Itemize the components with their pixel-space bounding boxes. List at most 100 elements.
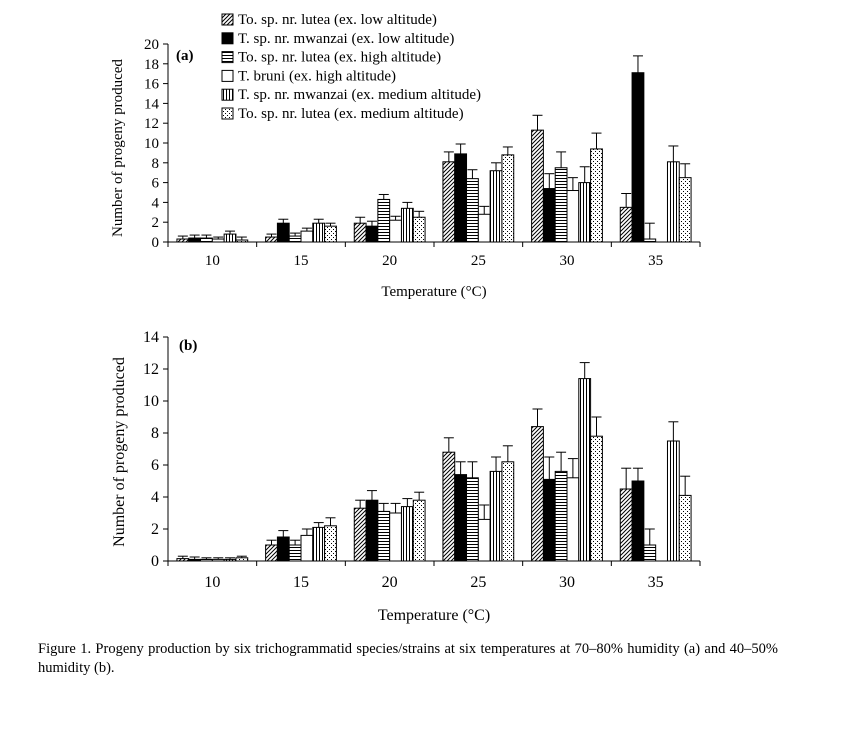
bar xyxy=(666,161,680,243)
y-tick-label: 20 xyxy=(144,37,159,53)
bar xyxy=(442,451,456,562)
x-tick-label: 15 xyxy=(294,253,309,269)
y-tick-label: 18 xyxy=(144,57,159,73)
legend-swatch xyxy=(221,13,234,26)
bar xyxy=(412,499,426,562)
bar xyxy=(235,239,249,243)
legend-swatch xyxy=(221,51,234,64)
panel-label-a: (a) xyxy=(176,48,194,64)
y-tick-label: 6 xyxy=(151,457,159,474)
x-tick-label: 25 xyxy=(470,574,486,591)
legend-label: T. sp. nr. mwanzai (ex. low altitude) xyxy=(238,31,454,47)
x-tick-label: 15 xyxy=(293,574,309,591)
legend-label: T. bruni (ex. high altitude) xyxy=(238,68,396,84)
bar xyxy=(489,170,503,243)
bar xyxy=(223,558,237,562)
bar xyxy=(678,494,692,562)
bar xyxy=(353,222,367,243)
bar xyxy=(312,222,326,243)
panel-label-b: (b) xyxy=(179,338,197,354)
bar xyxy=(211,238,225,243)
legend-swatch xyxy=(221,88,234,101)
y-tick-label: 16 xyxy=(144,77,160,93)
bar xyxy=(477,518,491,562)
bar xyxy=(412,216,426,243)
bar xyxy=(454,153,468,243)
y-tick-label: 12 xyxy=(143,361,159,378)
legend-label: T. sp. nr. mwanzai (ex. medium altitude) xyxy=(238,87,481,103)
legend-label: To. sp. nr. lutea (ex. medium altitude) xyxy=(238,106,464,122)
bar xyxy=(223,233,237,243)
y-tick-label: 4 xyxy=(152,195,160,211)
bar xyxy=(200,558,213,562)
bar xyxy=(176,238,190,243)
bar xyxy=(324,525,337,562)
bar xyxy=(542,478,556,562)
y-tick-label: 10 xyxy=(143,393,159,410)
bar xyxy=(590,148,603,243)
y-tick-label: 14 xyxy=(144,96,160,112)
y-tick-label: 2 xyxy=(152,215,160,231)
bar xyxy=(276,536,290,562)
bar xyxy=(276,222,290,243)
legend-label: To. sp. nr. lutea (ex. high altitude) xyxy=(238,50,441,66)
bar xyxy=(666,440,680,562)
bar xyxy=(377,510,391,562)
bar xyxy=(631,72,645,243)
chart-panel-a: (a) Number of progeny produced Temperatu… xyxy=(110,12,701,300)
x-tick-label: 10 xyxy=(204,574,220,591)
x-tick-label: 30 xyxy=(560,253,575,269)
x-tick-label: 35 xyxy=(648,574,664,591)
bar xyxy=(365,225,379,243)
bar xyxy=(211,558,225,562)
bar xyxy=(678,177,692,243)
bar xyxy=(477,213,491,243)
y-tick-label: 14 xyxy=(143,329,159,346)
x-axis-title-a: Temperature (°C) xyxy=(381,284,486,300)
y-tick-label: 0 xyxy=(151,553,159,570)
bar xyxy=(466,178,479,243)
bar xyxy=(324,225,337,243)
bar xyxy=(554,167,568,243)
x-axis-title-b: Temperature (°C) xyxy=(378,607,490,624)
bar xyxy=(188,558,202,562)
bar xyxy=(466,477,479,562)
bar xyxy=(377,198,391,243)
bar xyxy=(300,534,314,562)
y-axis-title-a: Number of progeny produced xyxy=(110,59,126,237)
figure: (a) Number of progeny produced Temperatu… xyxy=(110,12,701,624)
bar xyxy=(590,435,603,562)
bar xyxy=(631,480,645,562)
x-tick-label: 20 xyxy=(382,574,398,591)
bar xyxy=(531,426,544,562)
bar xyxy=(566,477,580,562)
bar xyxy=(312,526,326,562)
bar xyxy=(389,219,402,243)
chart-panel-b: (b) Number of progeny produced Temperatu… xyxy=(111,329,701,624)
y-tick-label: 0 xyxy=(152,235,160,251)
x-tick-label: 20 xyxy=(382,253,397,269)
bar xyxy=(235,557,249,562)
bar xyxy=(389,512,402,562)
y-tick-label: 8 xyxy=(151,425,159,442)
bar xyxy=(501,154,515,243)
y-tick-label: 4 xyxy=(151,489,159,506)
y-tick-label: 12 xyxy=(144,116,159,132)
bar xyxy=(454,474,468,562)
bar xyxy=(578,378,592,562)
bar xyxy=(501,461,515,562)
legend-label: To. sp. nr. lutea (ex. low altitude) xyxy=(238,12,437,28)
bar xyxy=(442,161,456,243)
bar xyxy=(400,207,414,243)
bar xyxy=(566,190,580,243)
bar xyxy=(578,182,592,243)
bar xyxy=(619,206,633,243)
bar xyxy=(353,507,367,562)
bar xyxy=(542,188,556,243)
y-tick-label: 10 xyxy=(144,136,159,152)
bar xyxy=(489,470,503,562)
bar xyxy=(288,544,302,562)
bar xyxy=(300,230,314,243)
bar xyxy=(619,488,633,562)
bar xyxy=(554,470,568,562)
